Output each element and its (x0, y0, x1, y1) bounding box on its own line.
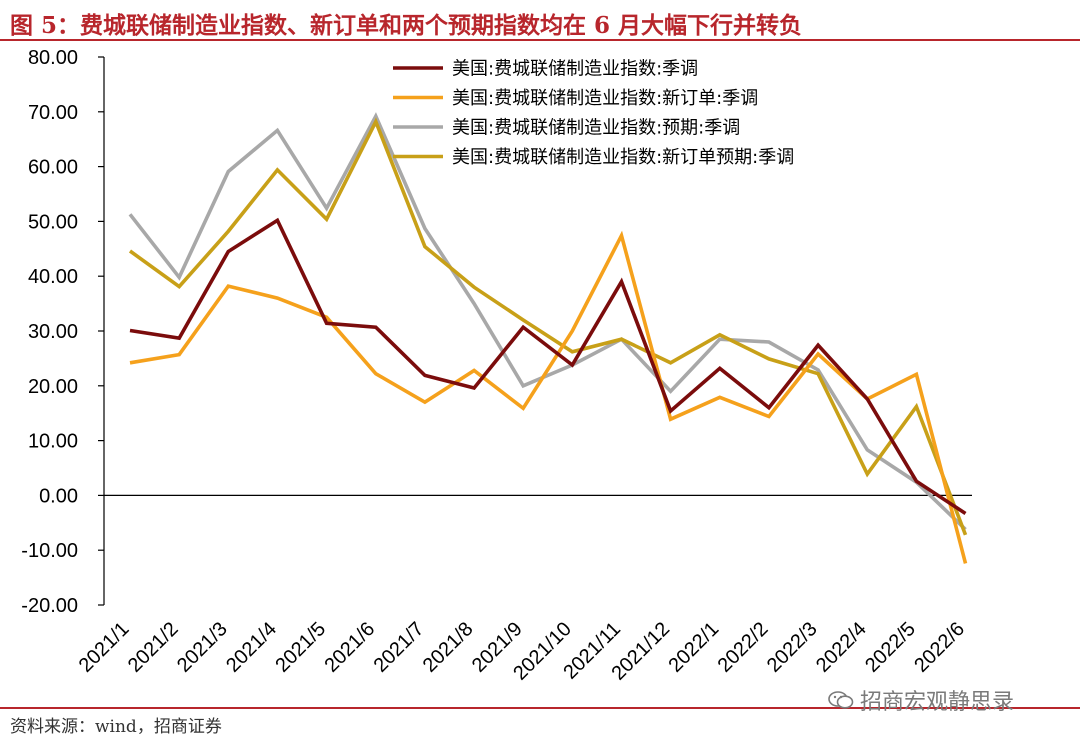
series-line (128, 117, 968, 536)
chart-legend: 美国:费城联储制造业指数:季调美国:费城联储制造业指数:新订单:季调美国:费城联… (393, 59, 794, 168)
title-rule (0, 39, 1080, 41)
y-tick-label: 30.00 (28, 321, 78, 343)
series-line (129, 230, 968, 564)
x-tick-label: 2021/7 (370, 618, 429, 677)
y-tick-label: 70.00 (28, 102, 78, 124)
watermark: 招商宏观静思录 (828, 684, 1014, 716)
y-tick-label: -20.00 (21, 595, 78, 617)
y-tick-label: 60.00 (28, 157, 78, 179)
legend-label: 美国:费城联储制造业指数:季调 (452, 59, 698, 80)
x-tick-label: 2021/3 (173, 618, 232, 677)
x-tick-label: 2021/4 (222, 618, 281, 677)
wechat-icon (828, 691, 854, 709)
watermark-text: 招商宏观静思录 (860, 690, 1015, 715)
series-group (129, 217, 967, 516)
line-chart: 80.00 70.00 60.00 50.00 40.00 30.00 20.00 10.00… (21, 47, 972, 685)
x-tick-label: 2022/5 (861, 618, 920, 677)
x-tick-label: 2022/6 (910, 618, 969, 677)
x-tick-label: 2021/2 (124, 618, 183, 677)
y-tick-label: 20.00 (28, 376, 78, 398)
series-line (128, 112, 967, 531)
series-group (129, 230, 968, 564)
series-group (128, 117, 968, 536)
chart-series (128, 112, 968, 564)
y-tick-label: 0.00 (39, 485, 78, 507)
chart-title: 图 5：费城联储制造业指数、新订单和两个预期指数均在 6 月大幅下行并转负 (10, 12, 803, 39)
x-tick-label: 2022/3 (763, 618, 822, 677)
x-tick-label: 2022/1 (665, 618, 724, 677)
legend-label: 美国:费城联储制造业指数:新订单:季调 (452, 88, 758, 109)
series-group (128, 112, 967, 531)
y-tick-label: 50.00 (28, 211, 78, 233)
y-tick-label: 10.00 (28, 431, 78, 453)
series-line (129, 217, 967, 516)
source-note: 资料来源：wind，招商证券 (10, 717, 222, 737)
x-tick-label: 2022/2 (714, 618, 773, 677)
footer-rule (0, 707, 1080, 709)
x-tick-label: 2021/8 (419, 618, 478, 677)
y-tick-label: 80.00 (28, 47, 78, 69)
legend-label: 美国:费城联储制造业指数:预期:季调 (452, 118, 740, 139)
x-tick-label: 2021/1 (75, 618, 134, 677)
y-tick-label: 40.00 (28, 266, 78, 288)
x-tick-label: 2021/5 (271, 618, 330, 677)
legend-label: 美国:费城联储制造业指数:新订单预期:季调 (452, 147, 794, 168)
x-tick-label: 2022/4 (812, 618, 871, 677)
x-tick-label: 2021/6 (320, 618, 379, 677)
y-tick-label: -10.00 (21, 540, 78, 562)
